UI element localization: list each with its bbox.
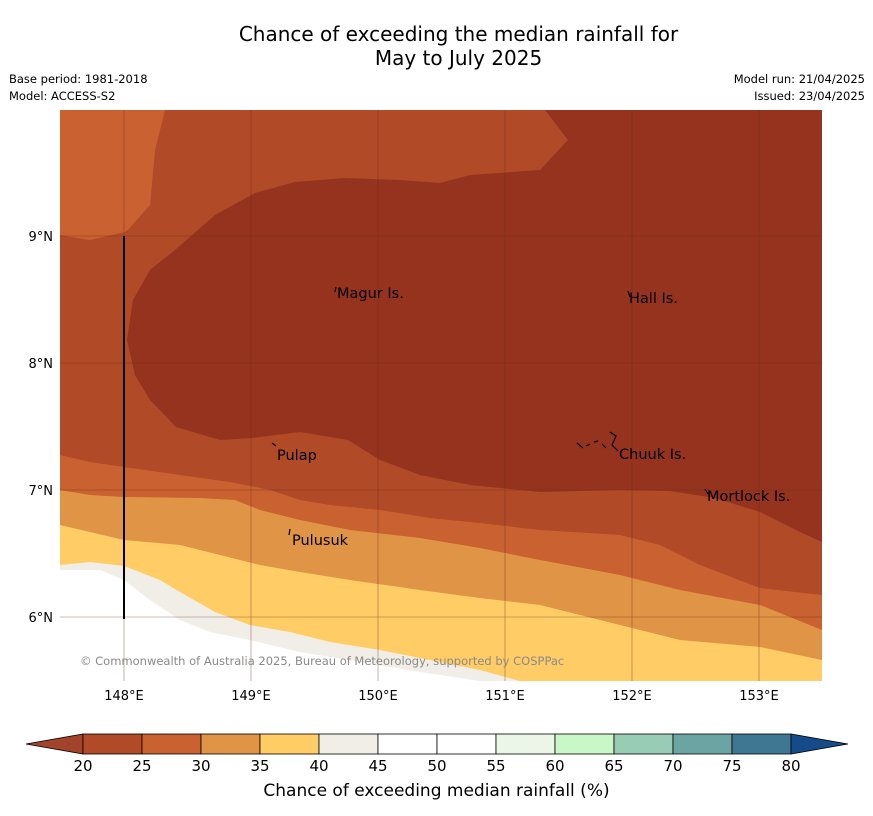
model-run-date: Model run: 21/04/2025 — [733, 72, 865, 86]
colorbar-arrow-high — [790, 733, 849, 755]
colorbar-tick-35: 35 — [250, 757, 269, 775]
rainfall-map: Magur Is. Hall Is. Pulap Chuuk Is. Mortl… — [29, 110, 822, 704]
colorbar-tick-50: 50 — [427, 757, 446, 775]
issued-date: Issued: 23/04/2025 — [754, 89, 865, 103]
colorbar-tick-30: 30 — [191, 757, 210, 775]
colorbar-segment-20-25 — [82, 733, 143, 755]
model-name: Model: ACCESS-S2 — [9, 89, 116, 103]
model-info: Base period: 1981-2018 Model: ACCESS-S2 — [9, 71, 148, 105]
colorbar-arrow-low — [25, 733, 84, 755]
run-info: Model run: 21/04/2025 Issued: 23/04/2025 — [734, 71, 865, 105]
title-line-1: Chance of exceeding the median rainfall … — [238, 22, 679, 46]
label-magur-is: Magur Is. — [337, 286, 404, 302]
colorbar-tick-75: 75 — [722, 757, 741, 775]
colorbar-tick-80: 80 — [781, 757, 800, 775]
colorbar-tick-60: 60 — [545, 757, 564, 775]
colorbar-segment-65-70 — [613, 733, 674, 755]
colorbar-tick-65: 65 — [604, 757, 623, 775]
colorbar-segment-25-30 — [141, 733, 202, 755]
x-tick-149: 149°E — [231, 689, 271, 704]
x-tick-150: 150°E — [358, 689, 398, 704]
label-chuuk-is: Chuuk Is. — [619, 447, 686, 463]
y-tick-6n: 6°N — [29, 611, 54, 626]
zone-45-55 — [60, 570, 480, 681]
colorbar-segment-45-50 — [377, 733, 438, 755]
colorbar-segment-55-60 — [495, 733, 556, 755]
label-pulap: Pulap — [277, 448, 317, 464]
colorbar-segment-75-80 — [731, 733, 792, 755]
colorbar-tick-20: 20 — [73, 757, 92, 775]
x-tick-151: 151°E — [485, 689, 525, 704]
title-line-2: May to July 2025 — [374, 46, 543, 70]
colorbar-segment-30-35 — [200, 733, 261, 755]
colorbar-tick-55: 55 — [486, 757, 505, 775]
x-tick-152: 152°E — [612, 689, 652, 704]
y-tick-8n: 8°N — [29, 357, 54, 372]
x-tick-153: 153°E — [739, 689, 779, 704]
colorbar-segment-50-55 — [436, 733, 497, 755]
colorbar-tick-25: 25 — [132, 757, 151, 775]
colorbar-segment-60-65 — [554, 733, 615, 755]
x-tick-148: 148°E — [104, 689, 144, 704]
colorbar-label: Chance of exceeding median rainfall (%) — [263, 781, 610, 801]
zone-edge-highlight — [60, 110, 165, 238]
colorbar-segment-35-40 — [259, 733, 320, 755]
map-title: Chance of exceeding the median rainfall … — [0, 22, 873, 70]
y-tick-7n: 7°N — [29, 484, 54, 499]
colorbar-tick-45: 45 — [368, 757, 387, 775]
grid — [60, 110, 822, 681]
base-period: Base period: 1981-2018 — [9, 72, 148, 86]
colorbar-tick-40: 40 — [309, 757, 328, 775]
colorbar-tick-70: 70 — [663, 757, 682, 775]
colorbar-segment-40-45 — [318, 733, 379, 755]
label-pulusuk: Pulusuk — [292, 533, 349, 549]
label-hall-is: Hall Is. — [629, 291, 678, 307]
label-mortlock-is: Mortlock Is. — [707, 489, 790, 505]
y-tick-9n: 9°N — [29, 230, 54, 245]
colorbar-segment-70-75 — [672, 733, 733, 755]
copyright-notice: © Commonwealth of Australia 2025, Bureau… — [80, 654, 564, 668]
island-outlines — [271, 286, 709, 536]
